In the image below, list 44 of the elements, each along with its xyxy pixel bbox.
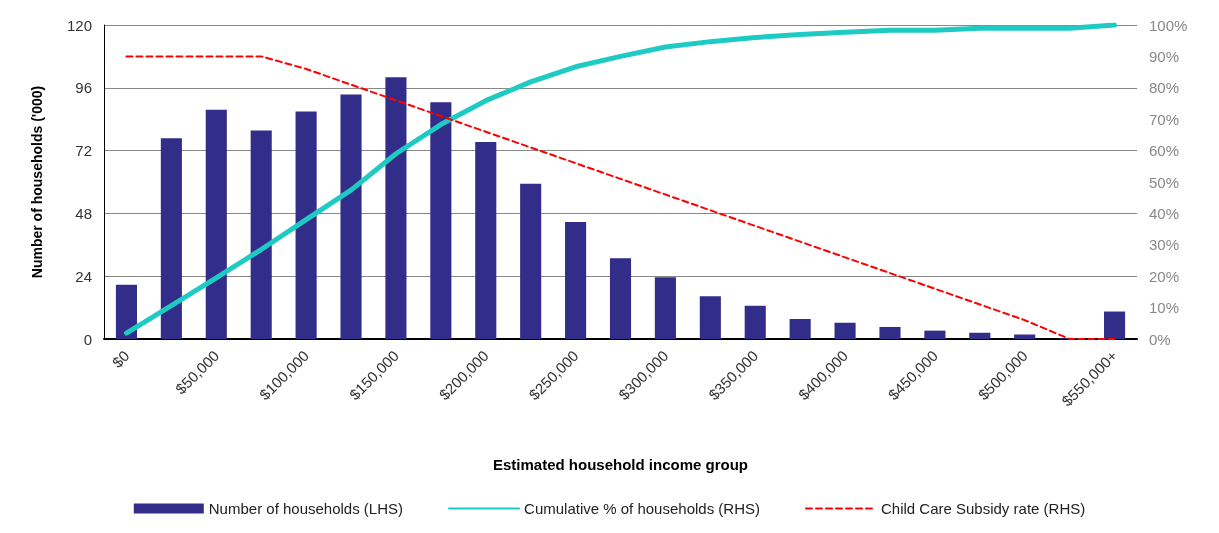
bar <box>1103 311 1126 339</box>
bar <box>654 277 676 339</box>
bar <box>295 111 317 339</box>
y2-tick-label: 80% <box>1149 79 1180 97</box>
y2-tick-label: 10% <box>1149 299 1180 317</box>
bar <box>879 326 901 339</box>
legend-label: Cumulative % of households (RHS) <box>524 500 760 517</box>
bar <box>565 222 587 339</box>
y-tick-label: 120 <box>66 16 92 34</box>
bar <box>699 296 721 339</box>
bar <box>924 330 946 339</box>
bar <box>250 130 272 339</box>
y-tick-label: 0 <box>83 330 92 348</box>
y2-tick-label: 40% <box>1149 204 1180 222</box>
bar <box>160 138 182 339</box>
y2-tick-label: 20% <box>1149 267 1180 285</box>
bar <box>430 102 452 339</box>
bar <box>834 322 856 339</box>
y2-tick-label: 70% <box>1149 110 1180 128</box>
bar <box>340 94 362 339</box>
y2-tick-label: 30% <box>1149 236 1180 254</box>
bar <box>475 141 497 339</box>
y2-tick-label: 60% <box>1149 142 1180 160</box>
bar <box>969 332 991 339</box>
bar <box>520 183 542 339</box>
y-tick-label: 72 <box>75 142 92 160</box>
bar <box>115 284 138 339</box>
legend-label: Child Care Subsidy rate (RHS) <box>880 500 1086 517</box>
y2-tick-label: 50% <box>1149 173 1180 191</box>
legend-label: Number of households (LHS) <box>208 500 404 517</box>
y2-tick-label: 100% <box>1149 16 1188 34</box>
y-tick-label: 48 <box>75 204 92 222</box>
y2-tick-label: 0% <box>1149 330 1171 348</box>
x-axis-title: Estimated household income group <box>492 456 749 473</box>
x-tick-label: $0 <box>108 346 133 371</box>
bar <box>609 258 632 339</box>
bar <box>385 77 407 339</box>
y-tick-label: 24 <box>75 267 92 285</box>
bar <box>744 305 766 339</box>
y-axis-title: Number of households ('000) <box>29 85 45 279</box>
y-tick-label: 96 <box>75 79 92 97</box>
bar <box>789 319 811 339</box>
bar <box>205 109 227 339</box>
y2-tick-label: 90% <box>1149 47 1180 65</box>
